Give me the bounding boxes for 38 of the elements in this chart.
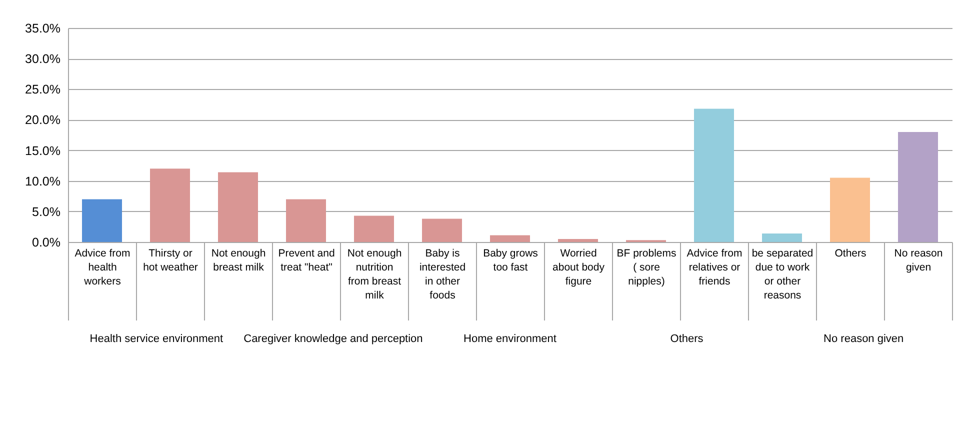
x-tick-label: BF problems ( sore nipples) [616,248,676,288]
bar [762,233,802,242]
y-tick-label: 10.0% [25,174,60,188]
bar [558,238,598,242]
bar [286,199,326,242]
y-tick-label: 25.0% [25,82,60,97]
x-tick-label: Thirsty or hot weather [143,248,198,274]
bar [150,168,190,242]
y-tick-label: 0.0% [32,236,60,250]
text: Others [670,333,704,345]
bar [898,132,938,242]
bar [830,178,870,242]
bar [354,216,394,242]
text: Home environment [464,333,556,345]
bar [422,218,462,242]
x-tick-label: Baby grows too fast [483,248,538,274]
bar [82,199,122,242]
bar [694,108,734,242]
x-tick-label: Advice from health workers [74,248,130,288]
x-tick-label: Advice from relatives or friends [686,248,742,288]
x-tick-label: Others [834,248,866,260]
y-tick-label: 15.0% [25,144,60,158]
text: Health service environment [90,333,224,345]
text: Caregiver knowledge and perception [244,333,423,345]
x-tick-label: Worried about body figure [552,248,606,288]
y-tick-label: 35.0% [25,22,60,36]
bar [218,172,258,242]
x-tick-label: Not enough breast milk [211,248,266,274]
y-tick-label: 20.0% [25,113,60,128]
text: No reason given [824,333,904,345]
x-tick-label: be separated due to work or other reasons [752,248,814,302]
bar [490,235,530,242]
x-tick-label: Prevent and treat "heat" [278,248,335,274]
y-tick-label: 5.0% [32,204,60,219]
x-tick-label: Baby is interested in other foods [419,248,466,302]
x-tick-label: No reason given [894,248,943,274]
y-tick-label: 30.0% [25,52,60,66]
x-tick-label: Not enough nutrition from breast milk [347,248,402,302]
